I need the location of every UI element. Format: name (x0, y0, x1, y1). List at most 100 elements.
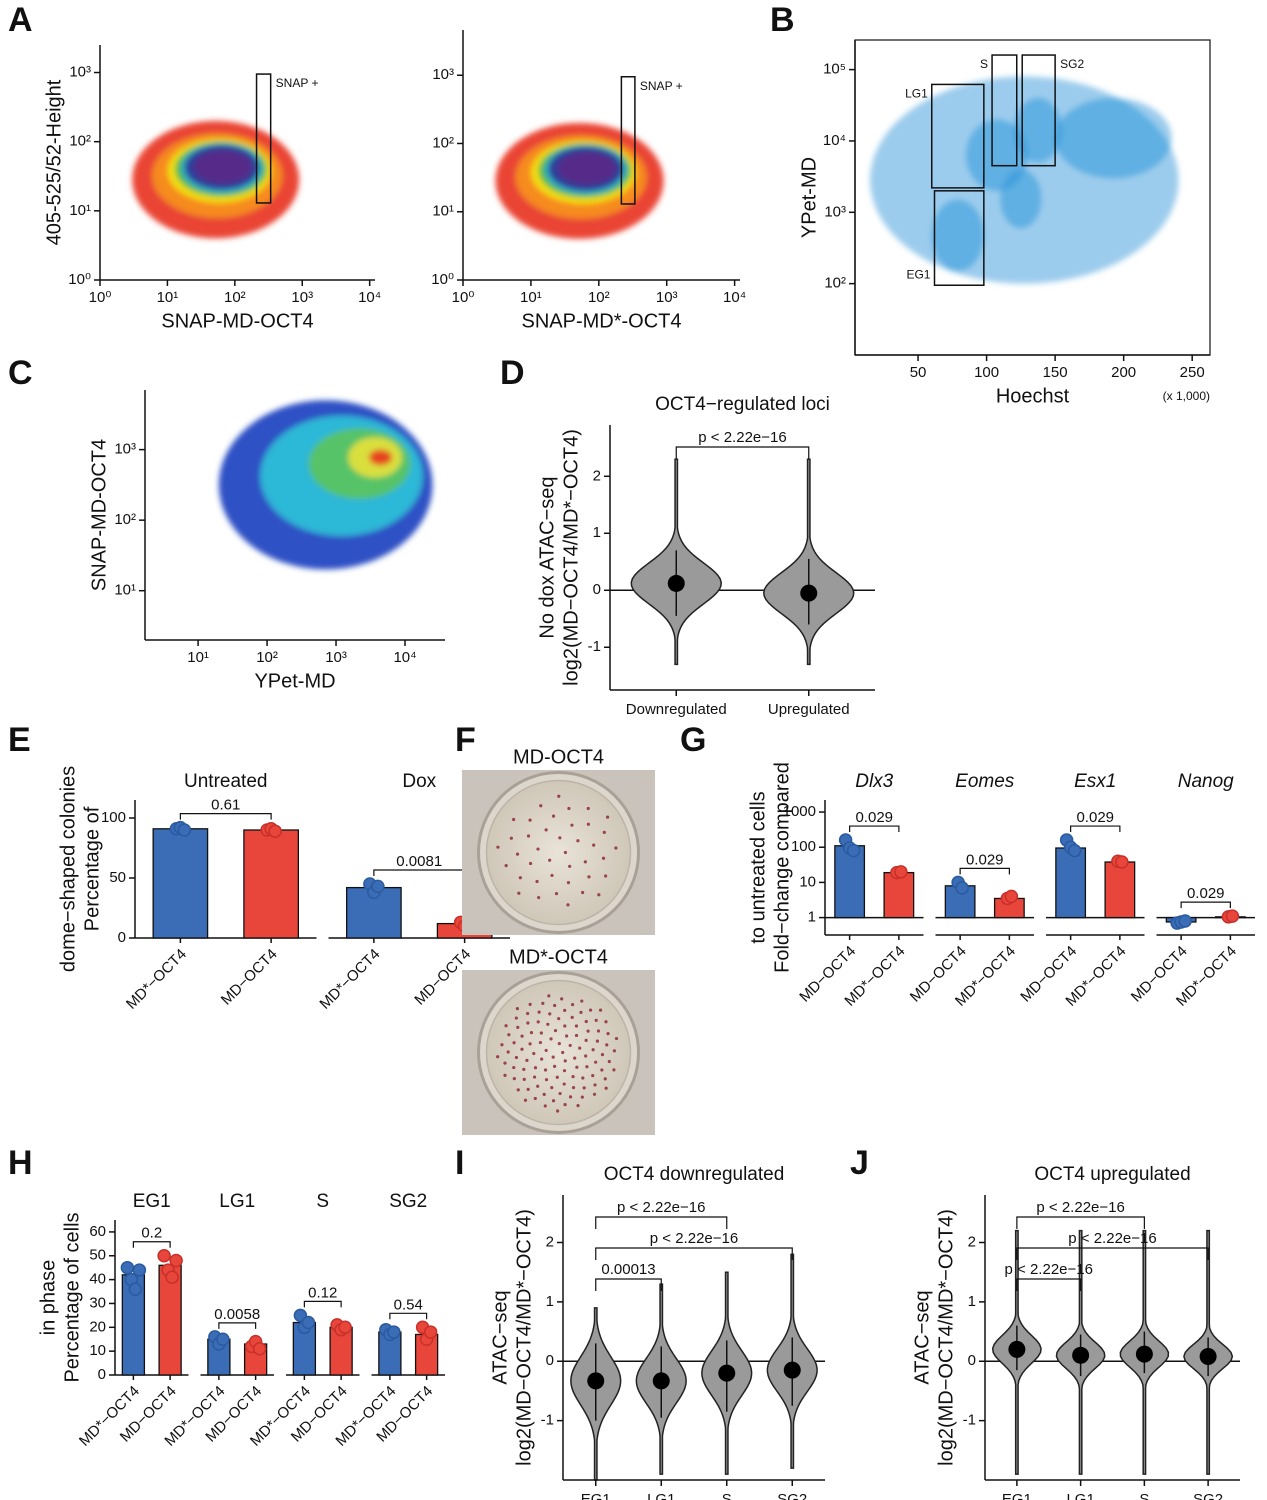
x-tick-label: EG1 (1002, 1491, 1032, 1500)
replicate-point (387, 1325, 401, 1339)
colony (541, 1001, 545, 1005)
panel-letter: C (8, 354, 33, 392)
x-tick-label: SG2 (1193, 1491, 1223, 1500)
y-axis-label: Percentage of (81, 806, 103, 931)
gate-label: EG1 (906, 267, 930, 281)
comparison-bracket (1070, 825, 1121, 833)
y-axis-label: log2(MD−OCT4/MD*−OCT4) (560, 429, 582, 686)
colony (600, 1053, 605, 1057)
chart-title: OCT4 upregulated (1034, 1164, 1190, 1185)
x-axis-label: SNAP-MD-OCT4 (161, 310, 313, 332)
x-tick-label: 10⁴ (358, 289, 381, 306)
colony (550, 873, 554, 878)
median-dot (783, 1361, 801, 1379)
y-tick-label: 10³ (824, 203, 846, 220)
y-tick-label: 10¹ (69, 202, 91, 219)
y-axis-label: No dox ATAC−seq (536, 476, 558, 638)
x-tick-label: 250 (1180, 364, 1205, 381)
colony (548, 1012, 552, 1016)
colony (591, 1048, 595, 1052)
p-value: 0.029 (966, 851, 1004, 868)
y-tick-label: 10³ (432, 66, 454, 83)
colony (563, 850, 568, 855)
colony (533, 1066, 538, 1070)
y-tick-label: 50 (89, 1247, 106, 1264)
colony (614, 1036, 619, 1041)
replicate-point (1178, 914, 1192, 928)
replicate-point (252, 1342, 267, 1356)
y-tick-label: 10³ (114, 441, 136, 458)
y-tick-label: 1000 (783, 803, 816, 820)
colony (536, 1020, 540, 1024)
facet-title: Eomes (955, 771, 1015, 792)
x-tick-label: LG1 (647, 1491, 675, 1500)
x-tick-label: MD*−OCT4 (316, 946, 383, 1013)
colony (604, 1086, 608, 1090)
colony (581, 1076, 585, 1080)
panel-letter: B (770, 1, 795, 39)
colony (592, 1092, 597, 1096)
median-dot (1199, 1348, 1217, 1365)
facet-title: SG2 (389, 1191, 427, 1212)
replicate-point (1115, 855, 1129, 869)
x-tick-label: 200 (1111, 364, 1136, 381)
comparison-bracket (1180, 901, 1231, 909)
colony (601, 856, 606, 860)
colony (594, 1060, 598, 1064)
density-cloud (495, 122, 664, 239)
facet-title: LG1 (219, 1191, 255, 1212)
comparison-bracket (595, 1216, 728, 1229)
colony (571, 1075, 575, 1079)
x-tick-label: 10² (224, 289, 246, 306)
colony (562, 1069, 567, 1073)
x-tick-label: SG2 (777, 1491, 807, 1500)
colony (575, 1065, 579, 1069)
y-tick-label: 1 (968, 1293, 976, 1310)
colony (512, 1065, 516, 1070)
p-value: 0.0058 (214, 1306, 260, 1323)
colony (535, 879, 539, 884)
colony (512, 1041, 516, 1045)
x-tick-label: 10³ (325, 649, 347, 666)
colony (568, 1043, 572, 1048)
y-axis-label: log2(MD−OCT4/MD*−OCT4) (513, 1209, 535, 1466)
density-layer (557, 152, 617, 185)
replicate-point (1225, 909, 1240, 923)
colony (600, 1068, 604, 1072)
colony (570, 823, 574, 827)
x-tick-label: 10¹ (520, 289, 542, 306)
replicate-point (128, 1282, 143, 1296)
p-value: 0.029 (855, 809, 893, 826)
colony (581, 890, 585, 895)
y-tick-label: 2 (593, 467, 601, 484)
colony (612, 1049, 616, 1053)
colony (594, 1018, 598, 1022)
colony (578, 1046, 582, 1050)
y-tick-label: 0 (546, 1352, 554, 1369)
colony (560, 997, 564, 1001)
comparison-bracket (389, 1312, 428, 1320)
colony (583, 860, 587, 864)
y-tick-label: 100 (791, 838, 816, 855)
density-layer (1055, 97, 1172, 179)
y-tick-label: 100 (101, 809, 126, 826)
y-tick-label: 30 (89, 1294, 106, 1311)
colony (571, 1085, 576, 1090)
dish (485, 979, 632, 1126)
comparison-bracket (595, 1247, 793, 1260)
colony (584, 1038, 588, 1042)
colony (584, 1019, 588, 1024)
median-dot (667, 574, 685, 592)
colony (570, 1015, 574, 1019)
colony (605, 815, 610, 819)
replicate-point (1004, 889, 1019, 904)
comparison-bracket (303, 1300, 342, 1308)
comparison-bracket (179, 813, 272, 820)
colony (504, 864, 508, 868)
colony (558, 836, 562, 840)
colony (515, 852, 520, 856)
colony (568, 864, 572, 868)
x-tick-label: 10⁰ (452, 289, 475, 306)
x-tick-label: 10⁴ (393, 649, 416, 666)
